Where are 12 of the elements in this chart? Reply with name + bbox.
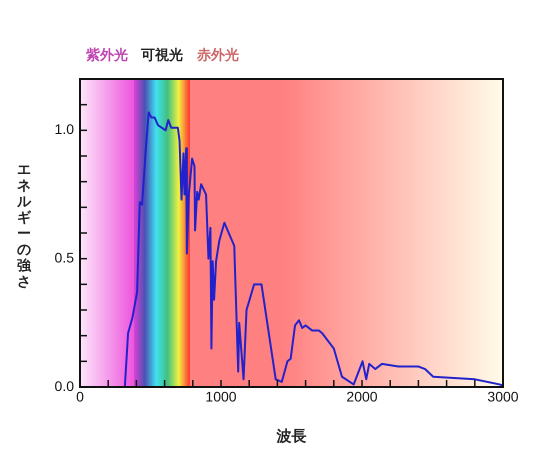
band-label: 可視光 [140, 46, 183, 64]
x-tick-label: 3000 [487, 388, 519, 404]
y-tick-label: 0.5 [54, 250, 74, 266]
x-tick-label: 2000 [346, 388, 378, 404]
x-tick-label: 1000 [205, 388, 237, 404]
band-label: 赤外光 [196, 48, 240, 64]
x-axis-title: 波長 [276, 428, 306, 446]
y-axis-title: エネルギーの強さ [16, 162, 32, 290]
band-label: 紫外光 [84, 48, 128, 64]
x-tick-label: 0 [76, 388, 84, 404]
y-tick-label: 0.0 [54, 378, 74, 394]
y-tick-label: 1.0 [54, 121, 74, 138]
